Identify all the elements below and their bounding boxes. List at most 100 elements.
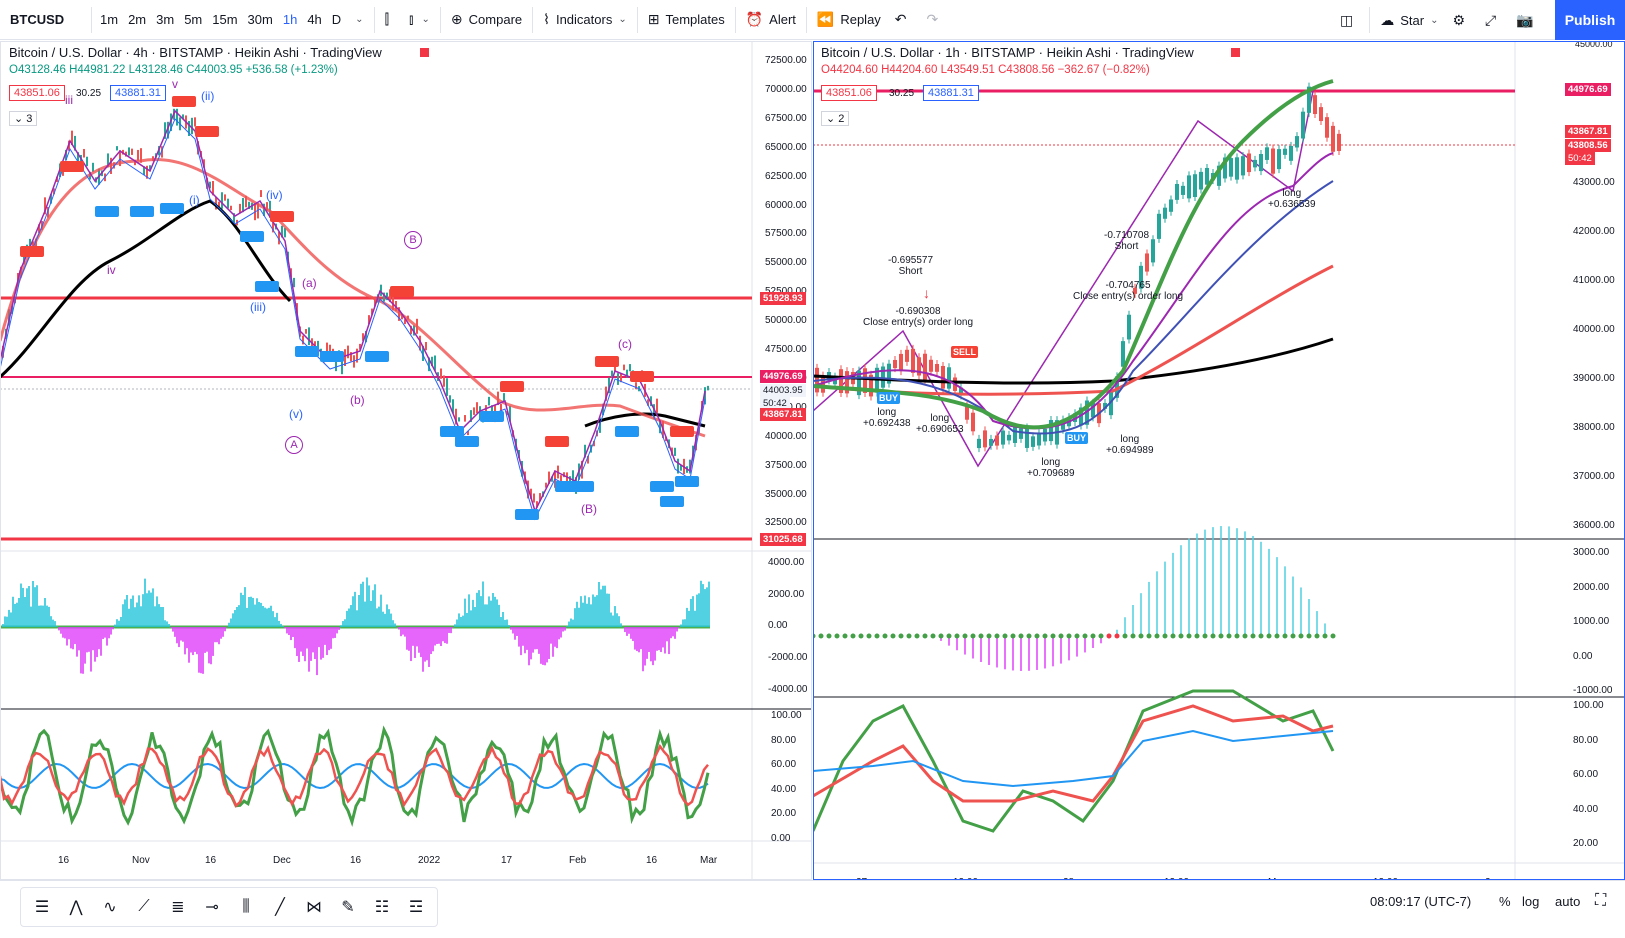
histogram-bar (648, 627, 650, 653)
signal-dot (1250, 633, 1256, 639)
sell-price-button[interactable]: 43851.06 (821, 85, 877, 101)
histogram-bar (364, 601, 366, 627)
histogram-bar (150, 592, 152, 627)
interval-2m[interactable]: 2m (128, 12, 147, 27)
settings-button[interactable]: ⚙ (1445, 0, 1478, 40)
undo-button[interactable]: ↶ (888, 0, 920, 40)
flag-icon[interactable] (420, 48, 429, 57)
histogram-bar (152, 588, 154, 627)
snapshot-button[interactable]: 📷 (1509, 0, 1546, 40)
histogram-bar (214, 627, 216, 643)
trend-line-icon[interactable]: ⟋ (138, 898, 150, 915)
last-price-tag: 44003.95 (760, 384, 806, 397)
histogram-bar (158, 604, 160, 627)
histogram-bar (36, 585, 38, 627)
histogram-bar (618, 616, 620, 627)
histogram-bar (324, 627, 326, 645)
replay-label: Replay (840, 12, 881, 27)
publish-button[interactable]: Publish (1555, 0, 1625, 40)
histogram-bar (464, 598, 466, 627)
rsi-axis-label: 20.00 (771, 808, 797, 819)
interval-3m[interactable]: 3m (156, 12, 175, 27)
histogram-bar (444, 627, 446, 644)
sell-price-button[interactable]: 43851.06 (9, 85, 65, 101)
annotation-text: Short (1114, 241, 1139, 252)
time-axis-label: 2022 (418, 855, 441, 866)
templates-button[interactable]: ⊞ Templates (641, 0, 732, 40)
signal-box (270, 211, 294, 222)
percent-toggle[interactable]: % (1499, 893, 1511, 909)
buy-price-button[interactable]: 43881.31 (110, 85, 166, 101)
top-right-tools: ◫ ☁ Star ⌄ ⚙ ⤢ 📷 (1333, 0, 1547, 40)
price-axis-label: 62500.00 (765, 170, 807, 182)
candle (92, 162, 94, 172)
histogram-bar (140, 606, 142, 627)
interval-1m[interactable]: 1m (100, 12, 119, 27)
brush-icon[interactable]: ✎ (341, 899, 355, 916)
candle (230, 205, 232, 211)
interval-5m[interactable]: 5m (184, 12, 203, 27)
histogram-bar (592, 594, 594, 627)
left-chart-canvas[interactable] (0, 41, 812, 880)
fullscreen-button[interactable]: ⤢ (1478, 0, 1509, 40)
line-icon[interactable]: ╱ (275, 899, 285, 916)
right-chart-canvas[interactable] (813, 41, 1625, 880)
histogram-bar (576, 601, 578, 627)
horizontal-ray-icon[interactable]: ⊸ (205, 899, 219, 916)
time-axis-label: Mar (700, 855, 718, 866)
candle (548, 471, 550, 484)
compare-button[interactable]: ⊕ Compare (444, 0, 529, 40)
bars-icon[interactable]: ⫼ (242, 898, 250, 915)
redo-button[interactable]: ↷ (920, 0, 952, 40)
annotation-value: +0.636539 (1268, 199, 1316, 210)
interval-4h[interactable]: 4h (307, 12, 322, 27)
fib-icon[interactable]: ≣ (171, 899, 185, 916)
indicators-toggle[interactable]: ⌄ 3 (9, 111, 38, 126)
histogram-bar (448, 627, 450, 633)
candle (608, 377, 610, 394)
indicators-toggle[interactable]: ⌄ 2 (821, 111, 850, 126)
histogram-bar (288, 627, 290, 636)
candle-style-button[interactable]: ⫾ ⌄ (402, 0, 437, 40)
candle (602, 403, 604, 416)
symbol-search[interactable]: BTCUSD (10, 12, 65, 27)
candle (689, 459, 691, 474)
buy-price-button[interactable]: 43881.31 (923, 85, 979, 101)
interval-d[interactable]: D (331, 12, 342, 27)
alert-button[interactable]: ⏰ Alert (739, 0, 803, 40)
indicators-button[interactable]: ⌇ Indicators ⌄ (536, 0, 634, 40)
histogram-bar (374, 584, 376, 627)
histogram-bar (208, 627, 210, 664)
auto-toggle[interactable]: auto (1555, 893, 1581, 909)
indicator-count: 2 (838, 113, 845, 125)
histogram-bar (598, 581, 600, 627)
histogram-bar (316, 627, 318, 676)
histogram-bar (44, 597, 46, 627)
candle (581, 460, 583, 479)
histogram-bar (438, 627, 440, 644)
layout-button[interactable]: ◫ (1333, 0, 1366, 40)
list-icon[interactable]: ☲ (408, 899, 424, 916)
wave-pattern-icon[interactable]: ∿ (103, 899, 117, 916)
fullscreen-icon[interactable]: ⛶ (1595, 892, 1607, 909)
bar-style-button[interactable]: ⫿ (378, 0, 402, 40)
buy-signal (130, 206, 154, 217)
right-chart-pane[interactable]: Bitcoin / U.S. Dollar · 1h · BITSTAMP · … (813, 41, 1625, 880)
flag-icon[interactable] (1231, 48, 1240, 57)
interval-1h[interactable]: 1h (282, 12, 298, 27)
star-button[interactable]: ☁ Star ⌄ (1373, 0, 1445, 40)
replay-button[interactable]: ⏪ Replay (810, 0, 888, 40)
interval-15m[interactable]: 15m (212, 12, 238, 27)
candle (131, 148, 133, 155)
oscillator-axis-label: 0.00 (768, 620, 788, 632)
node-icon[interactable]: ⋈ (306, 899, 322, 916)
pattern-icon[interactable]: ⋀ (69, 899, 83, 916)
left-chart-pane[interactable]: Bitcoin / U.S. Dollar · 4h · BITSTAMP · … (0, 41, 812, 880)
log-toggle[interactable]: log (1522, 893, 1540, 909)
time-axis-label: Feb (569, 855, 587, 866)
interval-30m[interactable]: 30m (247, 12, 273, 27)
interval-dropdown[interactable]: ⌄ (346, 0, 370, 40)
menu-icon[interactable]: ☰ (34, 899, 50, 916)
levels-icon[interactable]: ☷ (374, 899, 390, 916)
histogram-bar (550, 627, 552, 644)
